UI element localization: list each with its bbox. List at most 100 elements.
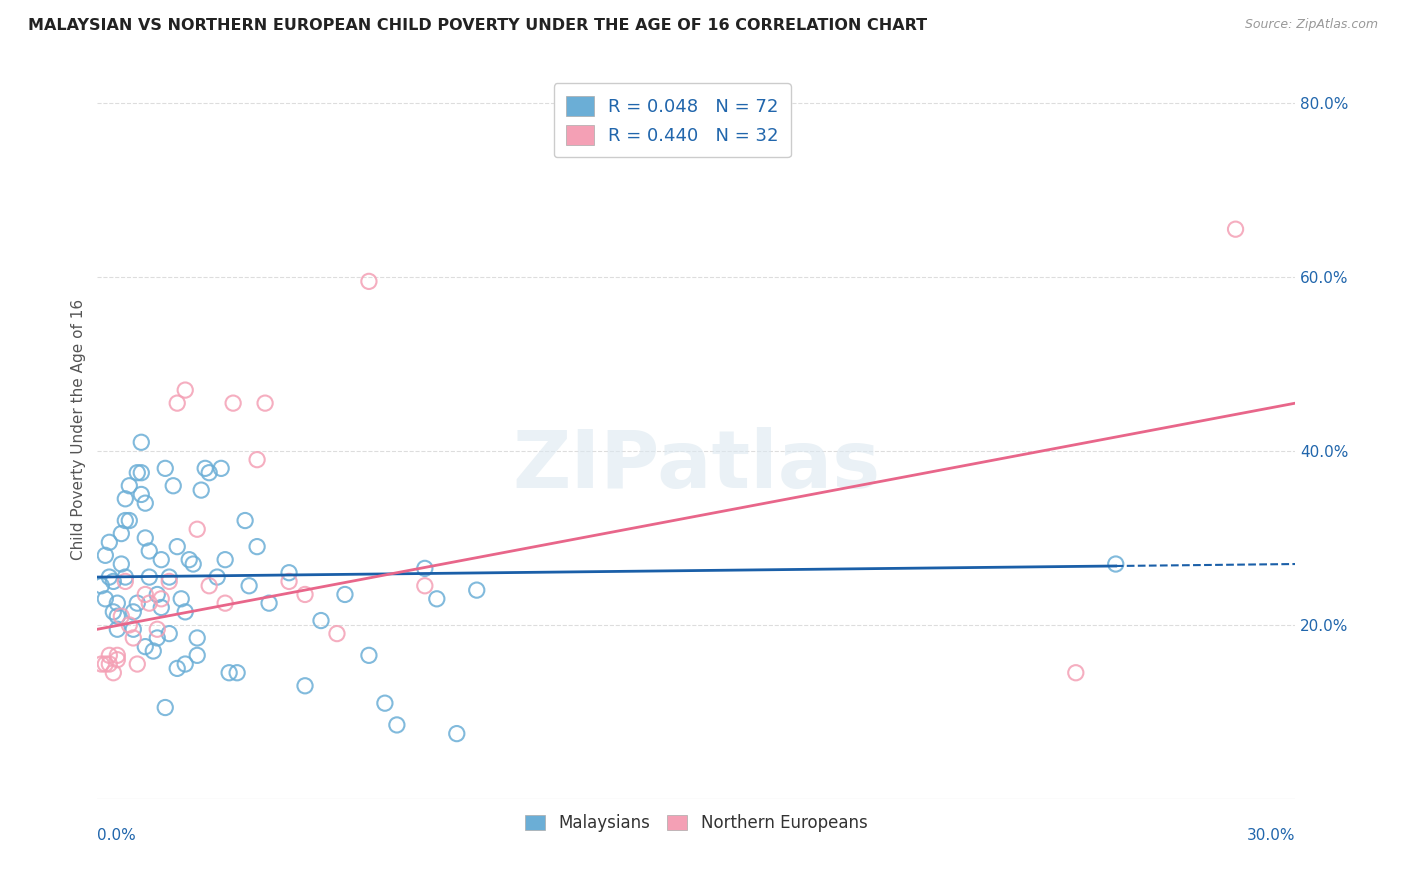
Point [98,657,121,671]
Point [134,640,156,654]
Point [233,514,256,528]
Point [138,596,160,610]
Point [465,583,488,598]
Point [146,587,169,601]
Point [146,622,169,636]
Point [105,648,128,663]
Point [278,574,301,589]
Text: 30.0%: 30.0% [1247,829,1295,844]
Point [127,657,149,671]
Point [105,596,128,610]
Point [246,452,269,467]
Point [134,531,156,545]
Point [309,614,332,628]
Point [129,487,152,501]
Point [214,596,236,610]
Point [198,466,221,480]
Point [1064,665,1087,680]
Point [357,274,380,288]
Point [374,696,396,710]
Point [103,665,125,680]
Point [294,587,316,601]
Point [146,631,169,645]
Point [222,396,245,410]
Point [186,522,208,536]
Point [110,557,132,571]
Point [118,618,141,632]
Point [326,626,349,640]
Point [254,396,277,410]
Point [110,526,132,541]
Point [114,514,136,528]
Point [94,591,117,606]
Point [122,605,145,619]
Point [205,570,228,584]
Point [150,552,173,566]
Point [142,644,165,658]
Point [90,657,112,671]
Point [150,600,173,615]
Point [127,596,149,610]
Point [138,570,160,584]
Point [214,552,236,566]
Point [426,591,449,606]
Point [198,579,221,593]
Point [134,587,156,601]
Point [90,579,112,593]
Point [110,609,132,624]
Text: Source: ZipAtlas.com: Source: ZipAtlas.com [1244,18,1378,31]
Point [170,591,193,606]
Point [129,435,152,450]
Point [134,496,156,510]
Point [127,466,149,480]
Point [246,540,269,554]
Point [114,491,136,506]
Point [294,679,316,693]
Point [98,648,121,663]
Point [162,479,184,493]
Text: MALAYSIAN VS NORTHERN EUROPEAN CHILD POVERTY UNDER THE AGE OF 16 CORRELATION CHA: MALAYSIAN VS NORTHERN EUROPEAN CHILD POV… [28,18,927,33]
Point [238,579,260,593]
Text: 0.0%: 0.0% [97,829,136,844]
Point [181,557,204,571]
Point [98,570,121,584]
Point [174,657,197,671]
Point [94,657,117,671]
Point [150,591,173,606]
Point [257,596,280,610]
Point [98,535,121,549]
Point [174,383,197,397]
Point [138,544,160,558]
Text: ZIPatlas: ZIPatlas [512,427,880,505]
Point [155,461,177,475]
Point [105,609,128,624]
Point [157,574,180,589]
Point [103,605,125,619]
Point [155,700,177,714]
Point [218,665,240,680]
Point [413,561,436,575]
Point [105,653,128,667]
Point [278,566,301,580]
Point [333,587,356,601]
Point [209,461,232,475]
Point [413,579,436,593]
Point [1105,557,1128,571]
Point [226,665,249,680]
Legend: Malaysians, Northern Europeans: Malaysians, Northern Europeans [519,807,875,838]
Point [105,622,128,636]
Point [166,661,188,675]
Point [118,514,141,528]
Point [190,483,212,497]
Point [174,605,197,619]
Point [129,466,152,480]
Point [166,396,188,410]
Point [122,631,145,645]
Point [157,570,180,584]
Point [186,631,208,645]
Point [114,570,136,584]
Point [179,552,201,566]
Point [166,540,188,554]
Point [118,479,141,493]
Point [103,574,125,589]
